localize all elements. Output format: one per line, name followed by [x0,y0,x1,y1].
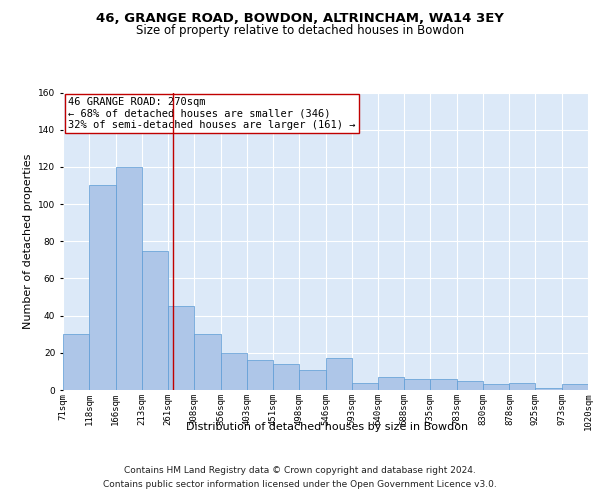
Bar [299,370,326,390]
Y-axis label: Number of detached properties: Number of detached properties [23,154,32,329]
Bar [194,334,221,390]
Bar [404,379,430,390]
Bar [168,306,194,390]
Bar [562,384,588,390]
Bar [142,250,168,390]
Bar [221,353,247,390]
Text: 46, GRANGE ROAD, BOWDON, ALTRINCHAM, WA14 3EY: 46, GRANGE ROAD, BOWDON, ALTRINCHAM, WA1… [96,12,504,26]
Bar [116,167,142,390]
Bar [326,358,352,390]
Text: Distribution of detached houses by size in Bowdon: Distribution of detached houses by size … [186,422,468,432]
Text: 46 GRANGE ROAD: 270sqm
← 68% of detached houses are smaller (346)
32% of semi-de: 46 GRANGE ROAD: 270sqm ← 68% of detached… [68,97,356,130]
Text: Contains public sector information licensed under the Open Government Licence v3: Contains public sector information licen… [103,480,497,489]
Bar [430,379,457,390]
Bar [247,360,273,390]
Bar [273,364,299,390]
Bar [378,377,404,390]
Bar [457,380,483,390]
Text: Size of property relative to detached houses in Bowdon: Size of property relative to detached ho… [136,24,464,37]
Bar [352,382,378,390]
Bar [535,388,562,390]
Bar [63,334,89,390]
Text: Contains HM Land Registry data © Crown copyright and database right 2024.: Contains HM Land Registry data © Crown c… [124,466,476,475]
Bar [89,186,116,390]
Bar [483,384,509,390]
Bar [509,382,535,390]
